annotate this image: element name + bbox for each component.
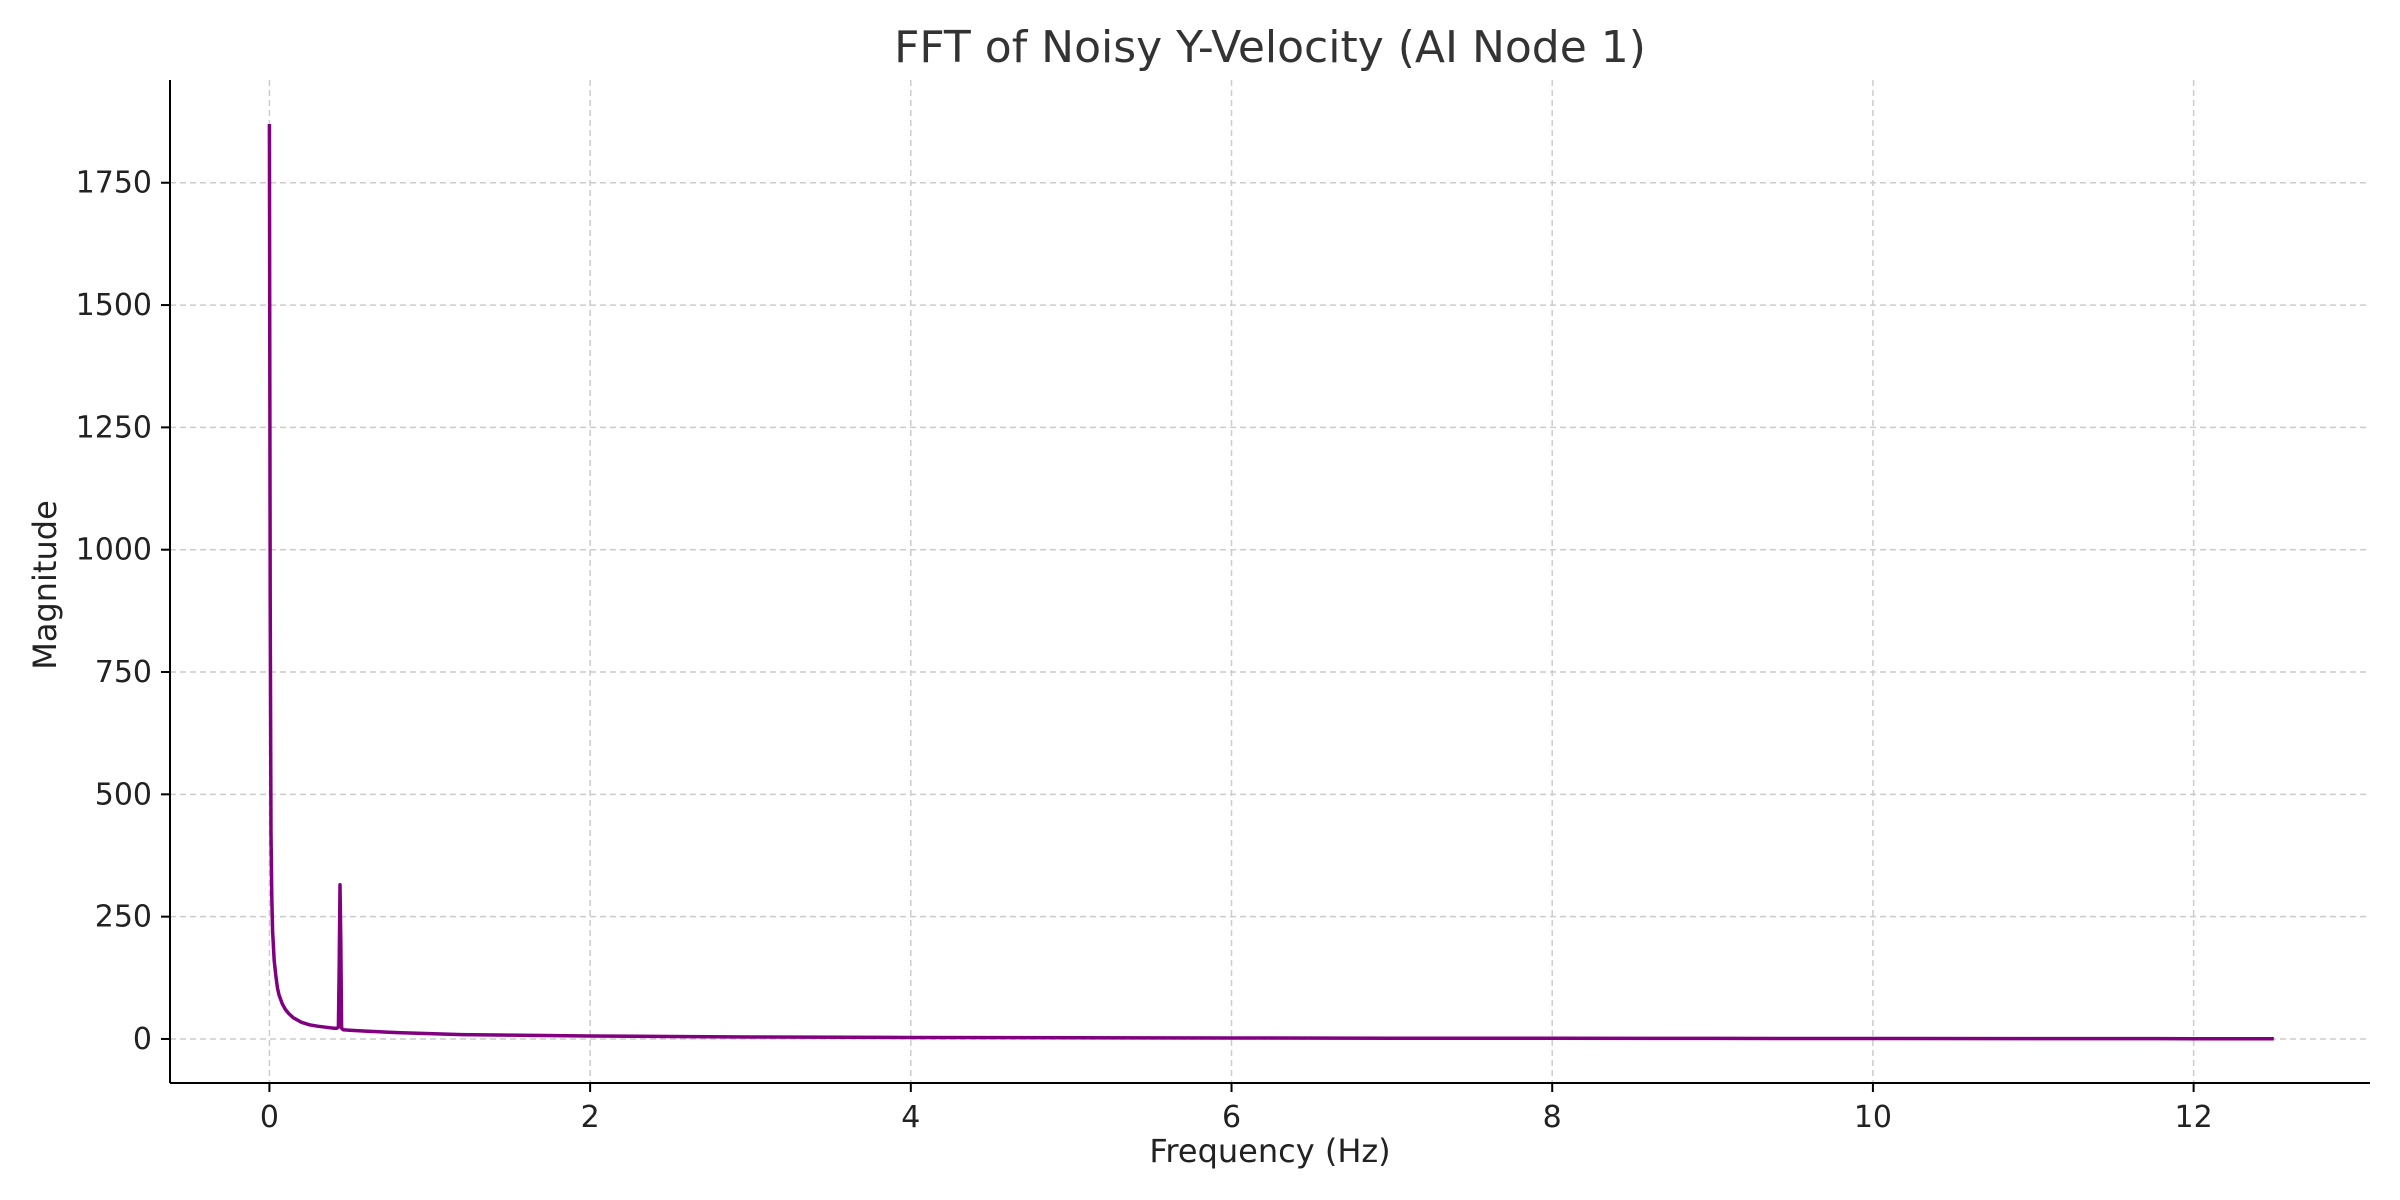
y-tick-label: 1000 xyxy=(76,533,152,568)
x-tick-label: 10 xyxy=(1854,1100,1892,1135)
y-tick-label: 250 xyxy=(95,900,152,935)
y-tick-label: 1250 xyxy=(76,410,152,445)
x-tick-label: 4 xyxy=(901,1100,920,1135)
fft-magnitude-line xyxy=(267,123,2274,1041)
x-tick-label: 6 xyxy=(1222,1100,1241,1135)
y-axis-label: Magnitude xyxy=(26,500,64,670)
y-tick-label: 0 xyxy=(133,1022,152,1057)
x-tick-label: 8 xyxy=(1543,1100,1562,1135)
x-axis-label: Frequency (Hz) xyxy=(1149,1132,1390,1170)
x-tick-label: 12 xyxy=(2175,1100,2213,1135)
y-tick-label: 1500 xyxy=(76,288,152,323)
plot-area xyxy=(267,123,2274,1041)
y-tick-label: 1750 xyxy=(76,166,152,201)
axes xyxy=(161,80,2370,1092)
x-tick-label: 0 xyxy=(260,1100,279,1135)
chart-title: FFT of Noisy Y-Velocity (AI Node 1) xyxy=(894,22,1646,73)
x-tick-label: 2 xyxy=(581,1100,600,1135)
y-tick-label: 500 xyxy=(95,777,152,812)
y-tick-label: 750 xyxy=(95,655,152,690)
tick-labels: 0 2 4 6 8 10 12 0 250 500 750 1000 1250 1500 1750 xyxy=(76,166,2213,1135)
grid-lines xyxy=(170,80,2370,1083)
